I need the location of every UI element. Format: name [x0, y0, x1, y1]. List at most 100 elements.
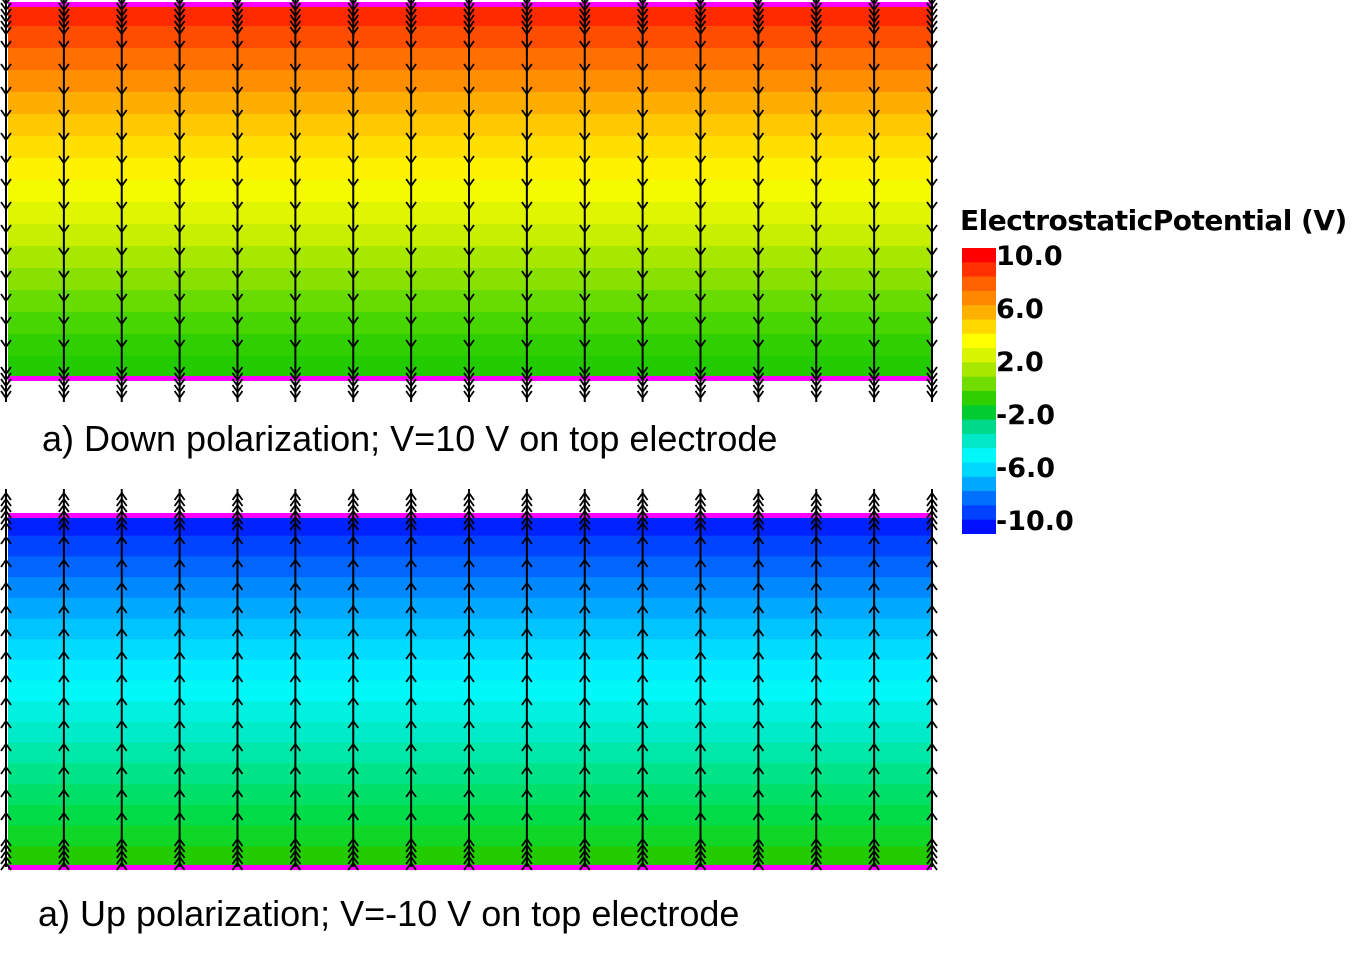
arrow-up-icon [405, 849, 417, 859]
arrow-up-icon [289, 837, 302, 847]
arrow-up-icon [521, 515, 533, 525]
arrow-up-icon [173, 861, 186, 871]
arrow-up-icon [116, 503, 128, 513]
arrow-down-icon [754, 0, 763, 6]
arrow-down-icon [289, 132, 302, 142]
arrow-down-icon [522, 0, 531, 6]
arrow-down-icon [636, 390, 649, 400]
arrow-up-icon [58, 581, 70, 591]
arrow-up-icon [58, 535, 70, 545]
arrow-down-icon [289, 14, 302, 24]
arrow-down-icon [810, 178, 822, 188]
arrow-up-icon [694, 521, 707, 531]
arrow-down-icon [636, 8, 649, 18]
arrow-down-icon [405, 2, 417, 12]
arrow-up-icon [810, 742, 822, 752]
arrow-up-icon [231, 855, 244, 865]
arrow-down-icon [173, 316, 186, 326]
arrow-down-icon [231, 201, 244, 211]
arrow-down-icon [0, 201, 12, 211]
arrow-up-icon [752, 843, 765, 853]
arrow-down-icon [928, 0, 936, 6]
colorbar-segment [962, 348, 996, 363]
arrow-up-icon [579, 509, 591, 519]
arrow-down-icon [405, 390, 417, 400]
arrow-down-icon [694, 201, 707, 211]
arrow-down-icon [810, 20, 822, 30]
arrow-down-icon [463, 2, 475, 12]
arrow-up-icon [289, 861, 302, 871]
field-line [636, 0, 649, 402]
arrow-down-icon [868, 366, 880, 376]
arrow-up-icon [58, 849, 70, 859]
arrow-down-icon [347, 109, 359, 119]
arrow-up-icon [463, 742, 475, 752]
arrow-up-icon [116, 491, 128, 501]
field-line [752, 489, 765, 871]
arrow-up-icon [579, 581, 591, 591]
field-line [868, 489, 880, 871]
arrow-down-icon [752, 293, 765, 303]
arrow-down-icon [636, 132, 649, 142]
arrow-down-icon [636, 339, 649, 349]
arrow-up-icon [347, 491, 359, 501]
arrow-down-icon [636, 316, 649, 326]
arrow-down-icon [694, 20, 707, 30]
colorbar-segment [962, 262, 996, 278]
arrow-down-icon [521, 86, 533, 96]
arrow-up-icon [694, 497, 707, 507]
arrow-up-icon [752, 837, 765, 847]
arrow-up-icon [0, 719, 12, 729]
arrow-down-icon [752, 247, 765, 257]
arrow-down-icon [116, 372, 128, 382]
field-line [810, 489, 822, 871]
arrow-up-icon [810, 788, 822, 798]
arrow-up-icon [579, 650, 591, 660]
arrow-down-icon [868, 390, 880, 400]
field-line [173, 489, 186, 871]
arrow-down-icon [810, 270, 822, 280]
arrow-up-icon [58, 696, 70, 706]
arrow-down-icon [58, 132, 70, 142]
arrow-up-icon [636, 581, 649, 591]
arrow-down-icon [116, 201, 128, 211]
arrow-down-icon [926, 63, 938, 73]
arrow-up-icon [347, 765, 359, 775]
arrow-down-icon [405, 201, 417, 211]
arrow-up-icon [231, 696, 244, 706]
arrow-up-icon [463, 650, 475, 660]
arrow-down-icon [231, 8, 244, 18]
arrow-up-icon [463, 535, 475, 545]
arrow-up-icon [926, 627, 938, 637]
colorbar-segment [962, 290, 996, 306]
arrow-down-icon [694, 132, 707, 142]
arrow-down-icon [579, 224, 591, 234]
arrow-up-icon [405, 765, 417, 775]
arrow-down-icon [694, 378, 707, 388]
arrow-up-icon [636, 650, 649, 660]
arrow-down-icon [810, 109, 822, 119]
arrow-up-icon [463, 581, 475, 591]
arrow-down-icon [58, 224, 70, 234]
arrow-up-icon [231, 521, 244, 531]
arrow-up-icon [347, 788, 359, 798]
arrow-up-icon [810, 861, 822, 871]
arrow-up-icon [868, 521, 880, 531]
arrow-down-icon [694, 366, 707, 376]
arrow-down-icon [231, 155, 244, 165]
field-line [521, 489, 533, 871]
arrow-up-icon [926, 604, 938, 614]
arrow-down-icon [173, 339, 186, 349]
arrow-up-icon [694, 491, 707, 501]
arrow-down-icon [926, 109, 938, 119]
arrow-up-icon [0, 627, 12, 637]
arrow-down-icon [58, 109, 70, 119]
arrow-up-icon [521, 855, 533, 865]
arrow-up-icon [521, 849, 533, 859]
arrow-down-icon [752, 132, 765, 142]
arrow-down-icon [289, 339, 302, 349]
arrow-up-icon [579, 696, 591, 706]
arrow-up-icon [347, 742, 359, 752]
arrow-down-icon [636, 86, 649, 96]
field-line [694, 0, 707, 402]
